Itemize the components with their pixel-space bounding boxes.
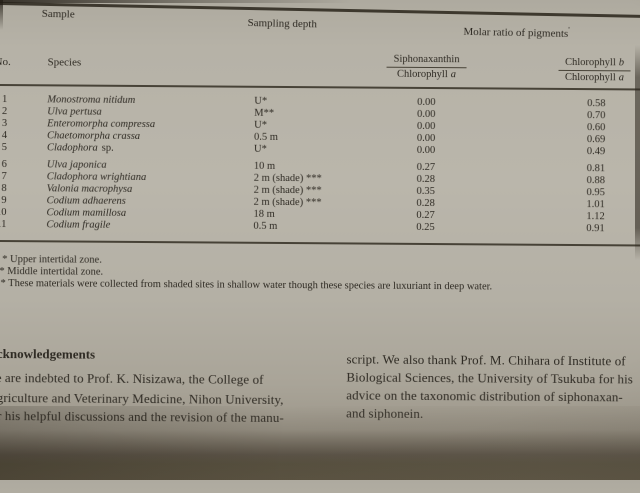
species-cell: Chaetomorpha crassa [47,130,140,143]
siphonaxanthin-ratio-cell: 0.35 [396,186,456,198]
footnote-upper-intertidal: * Upper intertidal zone. [2,254,102,266]
acknowledgements-right-line: and siphonein. [346,405,423,422]
photographed-paper-page: Sample Sampling depth Molar ratio of pig… [0,0,640,480]
column-header-species: Species [48,56,82,68]
row-number-cell: 4 [0,130,7,142]
row-number-cell: 9 [0,195,7,207]
siphonaxanthin-ratio-cell: 0.00 [396,109,456,121]
acknowledgements-heading: Acknowledgements [0,346,95,363]
siphonaxanthin-ratio-cell: 0.00 [396,133,456,145]
chlorophyll-ratio-cell: 0.81 [565,163,627,175]
numerator-text: Chlorophyll [565,57,616,68]
depth-cell: 10 m [254,161,275,173]
acknowledgements-left-line: for his helpful discussions and the revi… [0,408,284,426]
acknowledgements-right-line: advice on the taxonomic distribution of … [346,387,623,405]
acknowledgements-right-line: Biological Sciences, the University of T… [346,369,633,387]
species-name: Chaetomorpha crassa [47,130,140,142]
chlorophyll-ratio-cell: 0.88 [565,175,627,187]
fraction-numerator: Siphonaxanthin [384,54,470,66]
siphonaxanthin-ratio-cell: 0.00 [396,121,456,133]
acknowledgements-right-line: script. We also thank Prof. M. Chihara o… [346,351,625,369]
species-name: Codium adhaerens [47,195,126,207]
numerator-text: Siphonaxanthin [394,54,460,65]
chlorophyll-ratio-cell: 0.49 [565,146,627,158]
species-cell: Monostroma nitidum [47,94,135,107]
species-cell: Enteromorpha compressa [47,118,155,131]
depth-cell: M** [254,108,274,120]
depth-cell: 18 m [253,209,274,221]
species-cell: Cladophora sp. [47,142,114,154]
depth-cell: 2 m (shade) *** [254,197,322,209]
chlorophyll-ratio-cell: 0.58 [565,98,627,110]
depth-cell: 2 m (shade) *** [254,185,322,197]
row-number-cell: 1 [0,94,7,106]
species-suffix: sp. [102,143,114,154]
chlorophyll-ratio-cell: 1.12 [564,211,626,223]
row-number-cell: 2 [0,106,7,118]
species-cell: Ulva pertusa [47,106,102,118]
footnote-middle-intertidal: ** Middle intertidal zone. [0,266,103,278]
species-cell: Cladophora wrightiana [47,171,147,184]
table-header-rule [0,84,640,91]
species-name: Valonia macrophysa [47,183,133,195]
depth-cell: U* [254,96,267,108]
chlorophyll-ratio-cell: 0.69 [565,134,627,146]
siphonaxanthin-ratio-cell: 0.28 [396,198,456,210]
chlorophyll-ratio-cell: 0.95 [565,187,627,199]
row-number-cell: 5 [0,142,7,154]
species-cell: Codium fragile [46,219,110,231]
footnote-shaded-sites: *** These materials were collected from … [0,278,492,293]
column-header-no: No. [0,56,11,68]
species-cell: Ulva japonica [47,159,107,171]
depth-cell: 2 m (shade) *** [254,173,322,185]
chlorophyll-ratio-cell: 0.70 [565,110,627,122]
row-number-cell: 8 [0,183,7,195]
species-name: Cladophora [47,142,98,153]
species-name: Monostroma nitidum [47,94,135,106]
denominator-italic: a [619,72,624,83]
row-number-cell: 10 [0,207,7,219]
depth-cell: U* [254,144,267,156]
row-number-cell: 3 [0,118,7,130]
siphonaxanthin-ratio-cell: 0.27 [395,210,455,222]
species-name: Codium fragile [46,219,110,230]
depth-cell: 0.5 m [253,221,277,233]
species-cell: Codium adhaerens [47,195,126,208]
siphonaxanthin-ratio-cell: 0.00 [396,97,456,109]
depth-cell: 0.5 m [254,132,278,144]
species-name: Ulva japonica [47,159,107,170]
siphonaxanthin-ratio-cell: 0.25 [395,222,455,234]
numerator-italic: b [619,57,624,68]
chlorophyll-ratio-cell: 0.91 [564,223,626,235]
chlorophyll-ratio-cell: 0.60 [565,122,627,134]
species-cell: Codium mamillosa [46,207,126,220]
species-name: Ulva pertusa [47,106,102,117]
denominator-text: Chlorophyll [397,69,448,80]
denominator-italic: a [451,69,456,80]
chlorophyll-ratio-cell: 1.01 [565,199,627,211]
species-name: Enteromorpha compressa [47,118,155,130]
table-bottom-rule [0,240,640,247]
denominator-text: Chlorophyll [565,72,616,83]
siphonaxanthin-ratio-cell: 0.00 [396,145,456,157]
species-cell: Valonia macrophysa [47,183,133,196]
siphonaxanthin-ratio-cell: 0.27 [396,162,456,174]
depth-cell: U* [254,120,267,132]
species-name: Cladophora wrightiana [47,171,147,183]
acknowledgements-left-line: Agriculture and Veterinary Medicine, Nih… [0,390,284,408]
siphonaxanthin-ratio-cell: 0.28 [396,174,456,186]
row-number-cell: 6 [0,159,7,171]
species-name: Codium mamillosa [46,207,126,219]
row-number-cell: 7 [0,171,7,183]
row-number-cell: 11 [0,219,6,231]
acknowledgements-left-line: We are indebted to Prof. K. Nisizawa, th… [0,370,264,388]
